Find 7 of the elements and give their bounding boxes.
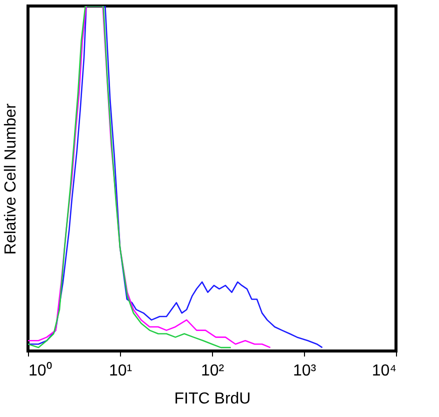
y-axis-title: Relative Cell Number (2, 102, 20, 255)
x-tick-label: 10³ (292, 362, 317, 380)
x-tick-label: 10⁴ (372, 362, 397, 380)
x-tick-label: 10⁰ (28, 362, 52, 380)
x-axis-title: FITC BrdU (174, 390, 251, 408)
x-tick-label: 10² (200, 362, 225, 380)
x-tick-label: 10¹ (108, 362, 132, 380)
